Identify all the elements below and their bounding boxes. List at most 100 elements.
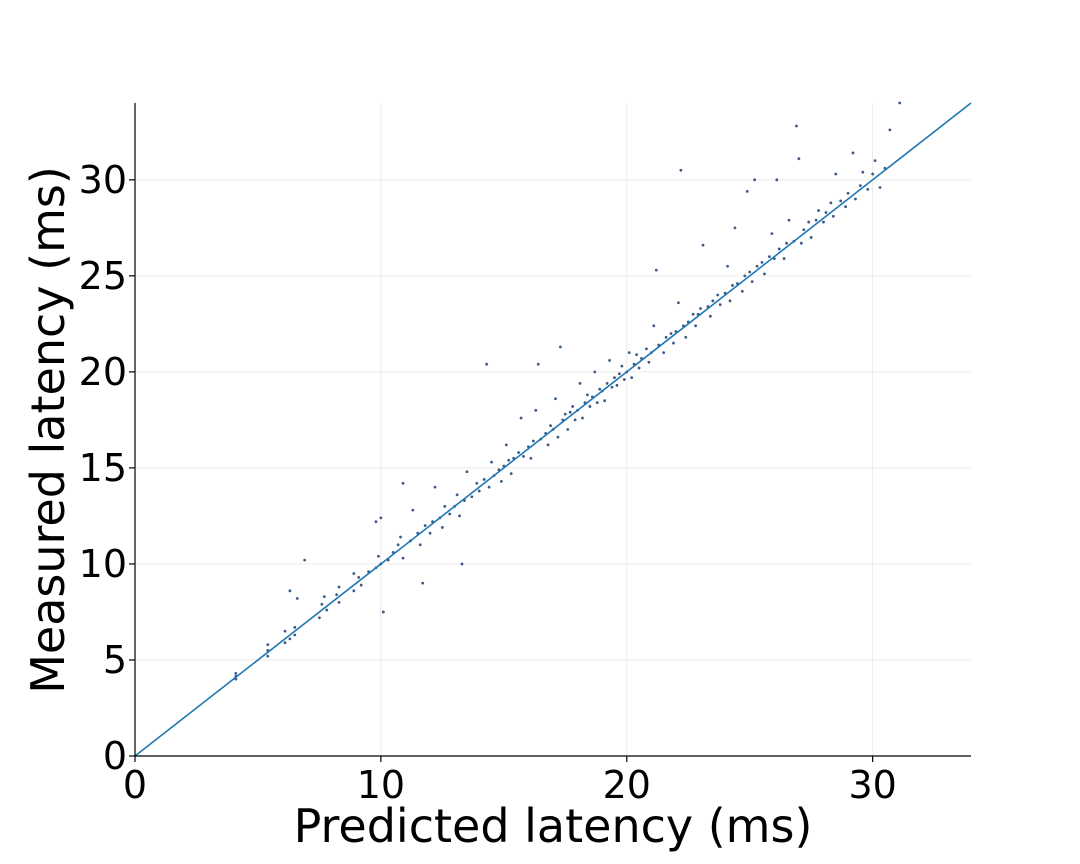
data-point <box>684 335 688 339</box>
data-point <box>399 535 402 539</box>
data-point <box>558 345 562 349</box>
data-point <box>266 654 270 658</box>
data-point <box>234 672 238 675</box>
data-point <box>377 554 380 558</box>
data-point <box>672 341 675 345</box>
data-point <box>566 428 570 431</box>
data-point <box>603 399 607 403</box>
data-point <box>295 597 299 600</box>
data-point <box>635 353 638 356</box>
y-tick-label: 25 <box>79 254 127 298</box>
axes <box>134 103 971 757</box>
data-point <box>588 405 592 408</box>
data-point <box>357 575 361 579</box>
data-point <box>898 101 902 105</box>
data-point <box>858 184 862 187</box>
y-tick-label: 0 <box>103 734 127 778</box>
data-point <box>423 524 427 527</box>
y-tick-label: 10 <box>79 542 127 586</box>
data-point <box>293 625 297 629</box>
data-point <box>733 226 737 230</box>
data-point <box>750 280 754 284</box>
data-point <box>647 360 651 364</box>
data-point <box>458 514 461 518</box>
data-point <box>379 516 383 520</box>
data-point <box>844 205 847 209</box>
data-point <box>448 512 452 516</box>
data-point <box>322 595 326 598</box>
y-axis-title: Measured latency (ms) <box>21 166 75 694</box>
reference-line <box>134 102 972 757</box>
data-point <box>782 257 786 260</box>
data-point <box>534 408 538 412</box>
data-point <box>381 610 385 614</box>
data-point <box>770 232 774 236</box>
data-point <box>470 495 474 499</box>
data-points <box>234 101 902 681</box>
x-tick-label: 10 <box>357 763 405 807</box>
x-tick-label: 20 <box>603 763 651 807</box>
data-point <box>610 385 614 389</box>
data-point <box>814 218 818 222</box>
data-point <box>288 637 292 641</box>
data-point <box>460 562 464 566</box>
data-point <box>507 458 511 462</box>
data-point <box>740 289 744 293</box>
data-point <box>482 478 486 481</box>
data-point <box>839 199 843 203</box>
data-point <box>352 572 356 575</box>
data-point <box>593 370 597 374</box>
data-point <box>846 191 850 195</box>
data-point <box>728 299 732 303</box>
data-point <box>487 485 491 489</box>
data-point <box>573 418 577 422</box>
data-point <box>753 178 757 182</box>
x-tick-labels: 0 10 20 30 <box>123 756 897 807</box>
data-point <box>851 151 855 155</box>
y-tick-label: 15 <box>79 446 127 490</box>
data-point <box>645 347 648 351</box>
data-point <box>531 439 535 443</box>
y-tick-labels: 0 5 10 15 20 25 30 <box>79 158 135 778</box>
data-point <box>834 172 838 176</box>
data-point <box>595 401 599 405</box>
data-point <box>337 585 341 589</box>
data-point <box>605 382 609 385</box>
data-point <box>421 581 425 585</box>
data-point <box>620 364 624 368</box>
data-point <box>374 520 378 524</box>
data-point <box>654 268 658 272</box>
data-point <box>509 472 513 476</box>
data-point <box>288 589 292 593</box>
data-point <box>664 335 668 339</box>
data-point <box>822 220 825 224</box>
data-point <box>831 214 835 218</box>
data-point <box>455 493 459 497</box>
data-point <box>797 157 801 161</box>
data-point <box>401 481 405 485</box>
data-point <box>817 209 820 212</box>
y-tick-label: 20 <box>79 350 127 394</box>
data-point <box>718 303 722 307</box>
data-point <box>303 558 307 562</box>
data-point <box>711 299 715 303</box>
data-point <box>669 332 673 335</box>
data-point <box>701 243 705 247</box>
data-point <box>283 641 287 645</box>
data-point <box>613 376 616 380</box>
data-point <box>477 489 481 493</box>
data-point <box>352 589 356 593</box>
data-point <box>499 479 503 483</box>
y-tick-label: 5 <box>103 638 127 682</box>
data-point <box>485 362 489 366</box>
data-point <box>871 172 875 176</box>
data-point <box>677 301 680 305</box>
data-point <box>809 236 813 239</box>
data-point <box>293 633 297 637</box>
data-point <box>598 387 602 391</box>
data-point <box>854 197 857 201</box>
data-point <box>475 481 479 485</box>
data-point <box>563 412 567 416</box>
data-point <box>608 358 611 362</box>
